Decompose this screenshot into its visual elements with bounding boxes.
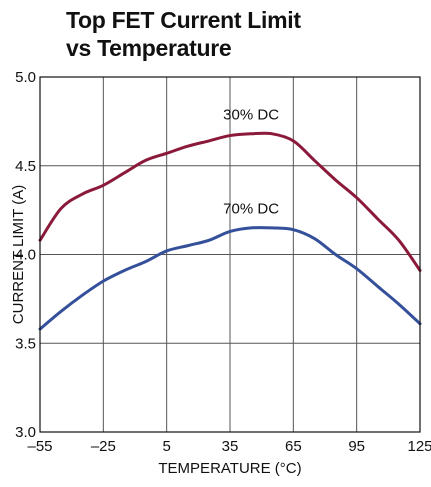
x-tick-label: 125	[407, 438, 431, 455]
x-tick-label: 65	[285, 438, 302, 455]
x-tick-label: 5	[162, 438, 170, 455]
chart-title-line-2: vs Temperature	[66, 35, 232, 61]
grid	[40, 77, 420, 432]
y-tick-label: 3.0	[15, 424, 36, 441]
chart-title-line-1: Top FET Current Limit	[66, 7, 301, 33]
x-axis-label: TEMPERATURE (°C)	[158, 460, 301, 477]
x-tick-label: –25	[91, 438, 116, 455]
series-group	[38, 131, 422, 331]
annotations: 30% DC 70% DC	[223, 107, 279, 218]
y-tick-label: 4.0	[15, 247, 36, 264]
x-tick-label: 95	[348, 438, 365, 455]
tick-labels: –55 –25 5 35 65 95 125 3.0 3.5 4.0 4.5 5.0	[15, 69, 431, 455]
x-tick-label: –55	[27, 438, 52, 455]
chart-title: Top FET Current Limit vs Temperature	[66, 6, 301, 62]
series-line-70-dc	[38, 226, 422, 331]
y-tick-label: 5.0	[15, 69, 36, 86]
y-tick-label: 3.5	[15, 335, 36, 352]
series-annotation: 30% DC	[223, 107, 279, 124]
series-line-30-dc	[38, 131, 422, 272]
series-annotation: 70% DC	[223, 201, 279, 218]
x-tick-label: 35	[222, 438, 239, 455]
y-axis-label: CURRENT LIMIT (A)	[10, 185, 27, 324]
y-tick-label: 4.5	[15, 158, 36, 175]
plot-frame	[39, 76, 421, 433]
